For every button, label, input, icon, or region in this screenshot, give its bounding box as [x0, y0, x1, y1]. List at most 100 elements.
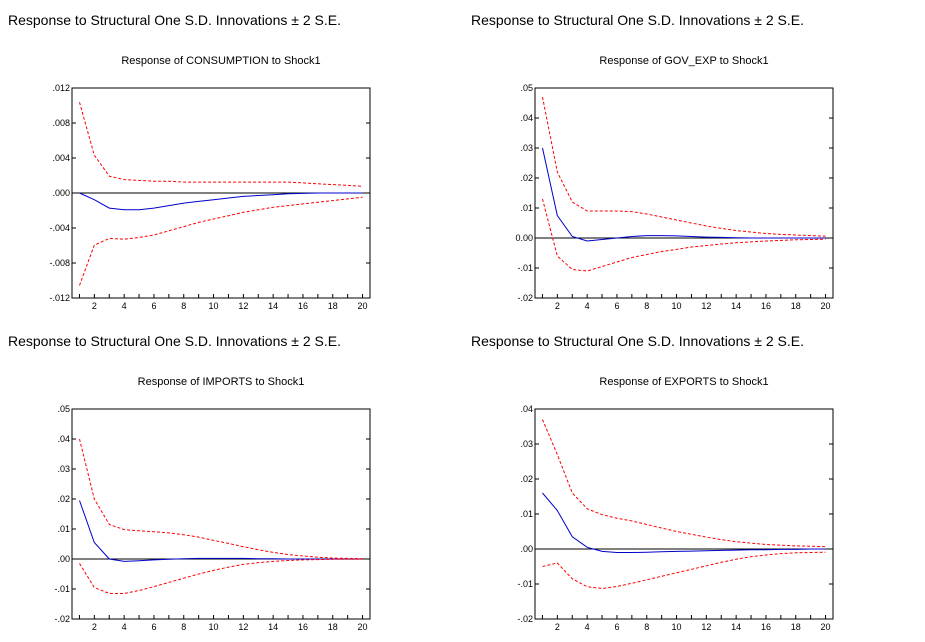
panel-header: Response to Structural One S.D. Innovati… — [8, 333, 341, 349]
chart-title: Response of GOV_EXP to Shock1 — [599, 55, 768, 67]
panel-header: Response to Structural One S.D. Innovati… — [471, 333, 804, 349]
y-tick-label: -.012 — [49, 293, 70, 303]
panel-header: Response to Structural One S.D. Innovati… — [471, 12, 804, 28]
y-tick-label: .04 — [57, 434, 70, 444]
chart-panel-2: Response to Structural One S.D. Innovati… — [463, 0, 925, 321]
panel-header: Response to Structural One S.D. Innovati… — [8, 12, 341, 28]
x-tick-label: 20 — [821, 622, 831, 632]
x-tick-label: 16 — [298, 622, 308, 632]
x-tick-label: 2 — [555, 622, 560, 632]
upper-band-line — [79, 102, 363, 187]
y-tick-label: .02 — [520, 474, 533, 484]
y-tick-label: -.01 — [54, 584, 70, 594]
x-tick-label: 20 — [821, 301, 831, 311]
y-tick-label: .02 — [57, 494, 70, 504]
y-tick-label: .04 — [520, 113, 533, 123]
y-tick-label: -.004 — [49, 223, 70, 233]
y-tick-label: .02 — [520, 173, 533, 183]
irf-chart-imports: Response of IMPORTS to Shock1 .05 .04 .03 .0… — [54, 376, 371, 632]
plot-frame — [71, 408, 371, 620]
x-tick-label: 20 — [358, 301, 368, 311]
x-tick-label: 4 — [585, 301, 590, 311]
x-tick-label: 8 — [644, 301, 649, 311]
x-tick-label: 14 — [268, 301, 278, 311]
y-tick-label: 0.00 — [515, 233, 533, 243]
lower-band-line — [79, 196, 363, 286]
x-tick-label: 12 — [701, 622, 711, 632]
x-tick-label: 2 — [92, 622, 97, 632]
chart-title: Response of IMPORTS to Shock1 — [138, 376, 305, 388]
x-tick-label: 20 — [358, 622, 368, 632]
response-line — [79, 500, 363, 562]
x-tick-label: 16 — [761, 301, 771, 311]
x-tick-label: 8 — [644, 622, 649, 632]
x-tick-label: 6 — [151, 622, 156, 632]
y-tick-label: .004 — [52, 153, 70, 163]
chart-panel-3: Response to Structural One S.D. Innovati… — [0, 321, 470, 642]
y-tick-label: -.02 — [517, 293, 533, 303]
x-tick-label: 14 — [731, 622, 741, 632]
chart-title: Response of CONSUMPTION to Shock1 — [121, 55, 320, 67]
y-tick-label: .05 — [520, 83, 533, 93]
x-tick-label: 18 — [328, 622, 338, 632]
x-tick-label: 18 — [791, 301, 801, 311]
y-tick-label: .03 — [520, 143, 533, 153]
x-tick-label: 18 — [791, 622, 801, 632]
x-tick-label: 6 — [614, 301, 619, 311]
response-line — [542, 147, 826, 242]
chart-panel-1: Response to Structural One S.D. Innovati… — [0, 0, 470, 321]
y-tick-label: -.008 — [49, 258, 70, 268]
x-tick-label: 8 — [181, 301, 186, 311]
y-tick-label: .05 — [57, 404, 70, 414]
x-tick-label: 4 — [122, 622, 127, 632]
x-tick-label: 10 — [209, 622, 219, 632]
upper-band-line — [542, 96, 826, 237]
y-tick-label: -.01 — [517, 579, 533, 589]
y-tick-label: -.01 — [517, 263, 533, 273]
response-line — [542, 492, 826, 553]
y-tick-label: .03 — [520, 439, 533, 449]
y-tick-label: .01 — [520, 509, 533, 519]
x-tick-label: 6 — [614, 622, 619, 632]
x-tick-label: 16 — [298, 301, 308, 311]
x-tick-label: 4 — [585, 622, 590, 632]
y-tick-label: .01 — [57, 524, 70, 534]
x-tick-label: 18 — [328, 301, 338, 311]
irf-chart-exports: Response of EXPORTS to Shock1 .04 .03 .02 .0… — [517, 376, 834, 632]
plot-frame — [534, 408, 834, 620]
x-tick-label: 12 — [238, 622, 248, 632]
y-tick-label: .012 — [52, 83, 70, 93]
x-tick-label: 14 — [268, 622, 278, 632]
x-tick-label: 2 — [92, 301, 97, 311]
x-tick-label: 10 — [209, 301, 219, 311]
x-tick-label: 4 — [122, 301, 127, 311]
lower-band-line — [79, 558, 363, 594]
y-tick-label: -.02 — [517, 614, 533, 624]
y-tick-label: .00 — [520, 544, 533, 554]
irf-chart-consumption: Response of CONSUMPTION to Shock1 .012 .00… — [49, 55, 371, 311]
upper-band-line — [542, 419, 826, 548]
x-tick-label: 14 — [731, 301, 741, 311]
y-tick-label: .008 — [52, 118, 70, 128]
y-tick-label: .000 — [52, 188, 70, 198]
plot-frame — [534, 87, 834, 299]
y-tick-label: .00 — [57, 554, 70, 564]
lower-band-line — [542, 551, 826, 590]
response-line — [79, 192, 363, 211]
x-tick-label: 12 — [238, 301, 248, 311]
x-tick-label: 16 — [761, 622, 771, 632]
chart-title: Response of EXPORTS to Shock1 — [599, 376, 768, 388]
x-tick-label: 2 — [555, 301, 560, 311]
y-tick-label: .03 — [57, 464, 70, 474]
upper-band-line — [79, 438, 363, 560]
x-tick-label: 8 — [181, 622, 186, 632]
y-tick-label: -.02 — [54, 614, 70, 624]
x-tick-label: 10 — [672, 301, 682, 311]
lower-band-line — [542, 198, 826, 272]
x-tick-label: 6 — [151, 301, 156, 311]
y-tick-label: .01 — [520, 203, 533, 213]
y-tick-label: .04 — [520, 404, 533, 414]
chart-panel-4: Response to Structural One S.D. Innovati… — [463, 321, 925, 642]
irf-chart-gov-exp: Response of GOV_EXP to Shock1 .05 .04 .03 .0… — [515, 55, 834, 311]
x-tick-label: 10 — [672, 622, 682, 632]
